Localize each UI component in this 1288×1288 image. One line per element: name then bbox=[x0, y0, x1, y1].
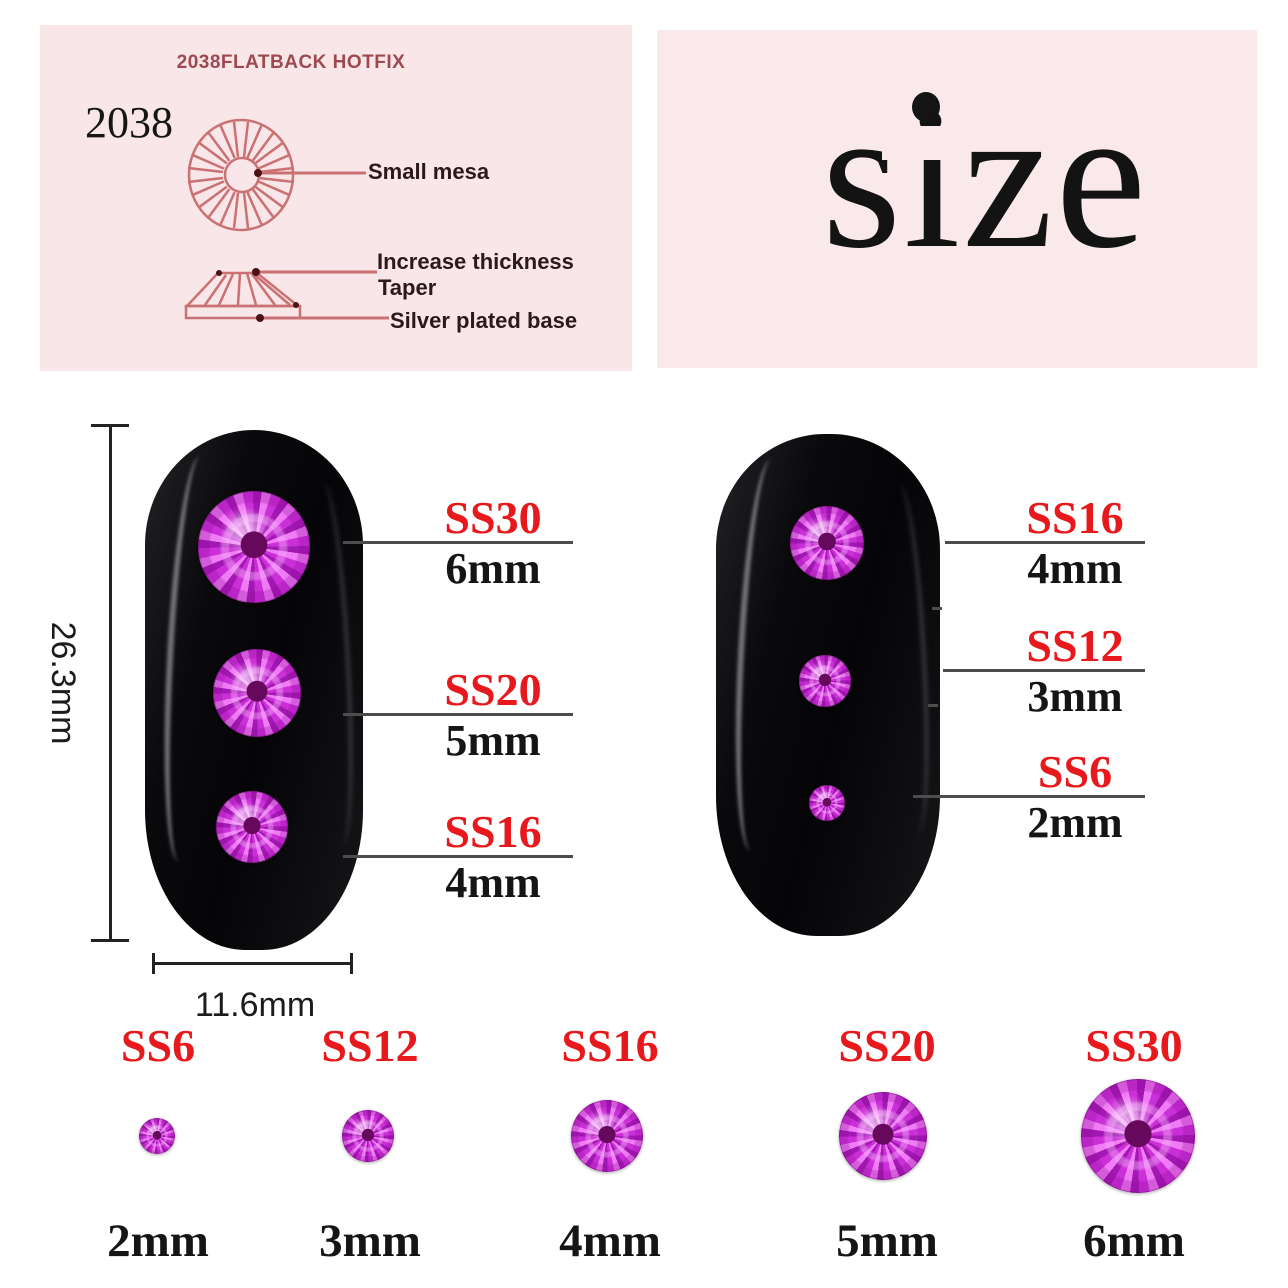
label-increase-thickness: Increase thickness bbox=[377, 249, 574, 274]
rhinestone-ss6 bbox=[809, 785, 845, 821]
row-mm-2: 2mm bbox=[107, 1215, 209, 1267]
callout-ss16: SS16 bbox=[444, 806, 542, 857]
size-title-panel: size bbox=[657, 30, 1257, 368]
height-dimension-cap-top bbox=[91, 424, 129, 427]
callout-line bbox=[943, 669, 1145, 672]
callout-right-ss16-mm: 4mm bbox=[1027, 544, 1123, 593]
callout-line bbox=[343, 713, 573, 716]
row-gem-ss6 bbox=[139, 1118, 175, 1154]
callout-right-ss12: SS12 bbox=[1026, 620, 1124, 671]
product-spec-panel: 2038FLATBACK HOTFIX 2038 bbox=[40, 25, 632, 371]
callout-ss20-mm: 5mm bbox=[445, 716, 541, 765]
row-label-ss16: SS16 bbox=[561, 1020, 659, 1071]
height-dimension-line bbox=[109, 425, 112, 941]
row-label-ss20: SS20 bbox=[838, 1020, 936, 1071]
edge-tick bbox=[928, 704, 938, 707]
row-gem-ss16 bbox=[571, 1100, 643, 1172]
callout-ss20: SS20 bbox=[444, 664, 542, 715]
label-taper: Taper bbox=[378, 275, 437, 300]
row-label-ss12: SS12 bbox=[321, 1020, 419, 1071]
callout-right-ss16: SS16 bbox=[1026, 492, 1124, 543]
model-number: 2038 bbox=[85, 98, 173, 147]
row-gem-ss12 bbox=[342, 1110, 394, 1162]
row-mm-6: 6mm bbox=[1083, 1215, 1185, 1267]
rhinestone-ss20 bbox=[213, 649, 301, 737]
callout-right-ss6-mm: 2mm bbox=[1027, 798, 1123, 847]
nail-height-label: 26.3mm bbox=[44, 621, 82, 745]
row-gem-ss30 bbox=[1081, 1079, 1195, 1193]
callout-line bbox=[913, 795, 1145, 798]
callout-ss30-mm: 6mm bbox=[445, 544, 541, 593]
callout-line bbox=[343, 855, 573, 858]
callout-ss16-mm: 4mm bbox=[445, 858, 541, 907]
edge-tick bbox=[932, 607, 942, 610]
row-mm-4: 4mm bbox=[559, 1215, 661, 1267]
height-dimension-cap-bottom bbox=[91, 939, 129, 942]
rhinestone-diagram bbox=[184, 118, 389, 322]
width-dimension-tick-right bbox=[350, 953, 353, 974]
callout-right-ss12-mm: 3mm bbox=[1027, 672, 1123, 721]
rhinestone-ss16-right bbox=[790, 506, 864, 580]
callout-line bbox=[343, 541, 573, 544]
row-mm-3: 3mm bbox=[319, 1215, 421, 1267]
width-dimension-tick-left bbox=[152, 953, 155, 974]
rhinestone-ss12 bbox=[799, 655, 851, 707]
label-small-mesa: Small mesa bbox=[368, 159, 490, 184]
row-label-ss30: SS30 bbox=[1085, 1020, 1183, 1071]
row-mm-5: 5mm bbox=[836, 1215, 938, 1267]
size-title: size bbox=[821, 64, 1149, 291]
callout-line bbox=[945, 541, 1145, 544]
product-header: 2038FLATBACK HOTFIX bbox=[176, 52, 406, 73]
rhinestone-ss16 bbox=[216, 791, 288, 863]
row-gem-ss20 bbox=[839, 1092, 927, 1180]
i-dot-cover bbox=[882, 126, 942, 160]
label-silver-plated-base: Silver plated base bbox=[390, 308, 578, 333]
row-label-ss6: SS6 bbox=[120, 1020, 196, 1071]
width-dimension-line bbox=[153, 962, 352, 965]
nail-width-label: 11.6mm bbox=[194, 986, 316, 1024]
rhinestone-ss30 bbox=[198, 491, 310, 603]
size-title-dot bbox=[912, 92, 940, 122]
callout-ss30: SS30 bbox=[444, 492, 542, 543]
callout-right-ss6: SS6 bbox=[1037, 746, 1113, 797]
